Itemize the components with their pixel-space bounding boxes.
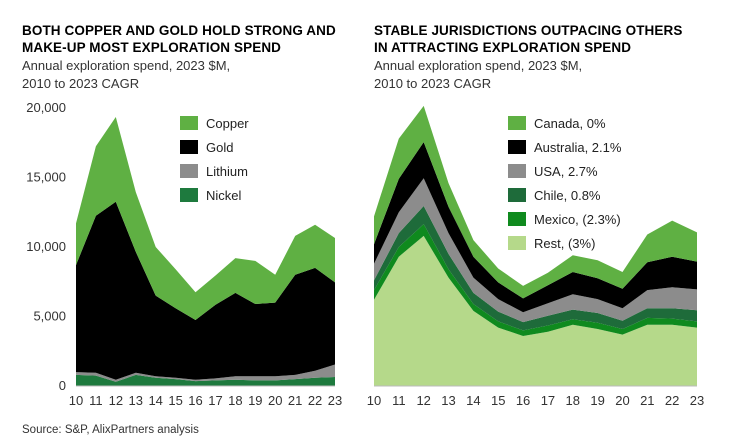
left-x-tick-label: 22 [308, 393, 322, 408]
left-legend-swatch-gold [180, 140, 198, 154]
right-stacked-area-chart: 10 11 12 13 14 15 16 17 18 19 20 21 22 23 Canada, 0% Au… [367, 105, 704, 408]
left-area-gold [76, 201, 335, 380]
left-legend-label-nickel: Nickel [206, 188, 242, 203]
left-y-tick-label: 15,000 [26, 170, 66, 185]
left-y-tick-label: 10,000 [26, 239, 66, 254]
right-x-tick-label: 23 [690, 393, 704, 408]
right-x-tick-label: 21 [640, 393, 654, 408]
left-x-tick-label: 23 [328, 393, 342, 408]
right-legend-label-usa-2-7: USA, 2.7% [534, 164, 598, 179]
right-legend-label-australia-2-1: Australia, 2.1% [534, 140, 622, 155]
right-subtitle-line-2: 2010 to 2023 CAGR [374, 76, 492, 91]
right-x-tick-label: 18 [566, 393, 580, 408]
right-legend-label-rest-3: Rest, (3%) [534, 236, 595, 251]
right-x-tick-label: 10 [367, 393, 381, 408]
left-title-line-2: MAKE-UP MOST EXPLORATION SPEND [22, 40, 282, 55]
right-x-tick-label: 16 [516, 393, 530, 408]
left-chart-title: BOTH COPPER AND GOLD HOLD STRONG AND MAK… [22, 22, 336, 56]
left-legend-label-copper: Copper [206, 116, 249, 131]
left-area-nickel [76, 374, 335, 386]
left-stacked-area-chart: 0 5,000 10,000 15,000 20,000 10 11 12 13 14 15 16 17… [26, 100, 342, 408]
right-x-tick-label: 13 [441, 393, 455, 408]
right-title-line-1: STABLE JURISDICTIONS OUTPACING OTHERS [374, 23, 683, 38]
right-x-tick-label: 20 [615, 393, 629, 408]
left-legend-label-gold: Gold [206, 140, 233, 155]
left-chart-subtitle: Annual exploration spend, 2023 $M, 2010 … [22, 57, 230, 93]
left-y-tick-label: 0 [59, 378, 66, 393]
left-x-tick-label: 16 [188, 393, 202, 408]
left-x-tick-label: 10 [69, 393, 83, 408]
left-x-tick-label: 17 [208, 393, 222, 408]
right-legend-label-canada-0: Canada, 0% [534, 116, 606, 131]
left-area-copper [76, 117, 335, 320]
right-x-tick-label: 22 [665, 393, 679, 408]
right-x-tick-label: 17 [541, 393, 555, 408]
right-legend-swatch-australia-2-1 [508, 140, 526, 154]
left-subtitle-line-2: 2010 to 2023 CAGR [22, 76, 140, 91]
right-legend-label-chile-0-8: Chile, 0.8% [534, 188, 601, 203]
right-area-chile-0-8 [374, 206, 697, 331]
right-subtitle-line-1: Annual exploration spend, 2023 $M, [374, 58, 583, 73]
left-x-tick-label: 11 [89, 393, 103, 408]
left-x-tick-label: 20 [268, 393, 282, 408]
left-x-tick-label: 19 [248, 393, 262, 408]
left-title-line-1: BOTH COPPER AND GOLD HOLD STRONG AND [22, 23, 336, 38]
right-legend-swatch-rest-3 [508, 236, 526, 250]
left-legend-swatch-lithium [180, 164, 198, 178]
left-x-tick-label: 21 [288, 393, 302, 408]
left-area-lithium [76, 364, 335, 382]
right-legend-swatch-usa-2-7 [508, 164, 526, 178]
right-x-tick-label: 19 [590, 393, 604, 408]
right-x-tick-label: 11 [392, 393, 406, 408]
right-x-tick-label: 14 [466, 393, 480, 408]
left-legend-swatch-copper [180, 116, 198, 130]
left-legend-label-lithium: Lithium [206, 164, 248, 179]
right-chart-subtitle: Annual exploration spend, 2023 $M, 2010 … [374, 57, 582, 93]
right-area-usa-2-7 [374, 178, 697, 323]
right-legend-swatch-chile-0-8 [508, 188, 526, 202]
right-legend-swatch-canada-0 [508, 116, 526, 130]
left-y-tick-label: 5,000 [33, 309, 66, 324]
left-y-tick-label: 20,000 [26, 100, 66, 115]
right-title-line-2: IN ATTRACTING EXPLORATION SPEND [374, 40, 632, 55]
right-chart-title: STABLE JURISDICTIONS OUTPACING OTHERS IN… [374, 22, 682, 56]
left-x-tick-label: 15 [168, 393, 182, 408]
left-x-tick-label: 14 [148, 393, 162, 408]
left-subtitle-line-1: Annual exploration spend, 2023 $M, [22, 58, 231, 73]
left-x-tick-label: 12 [109, 393, 123, 408]
right-legend-label-mexico-2-3: Mexico, (2.3%) [534, 212, 621, 227]
right-x-tick-label: 15 [491, 393, 505, 408]
right-area-rest-3 [374, 235, 697, 386]
source-note: Source: S&P, AlixPartners analysis [22, 424, 199, 436]
left-x-tick-label: 13 [129, 393, 143, 408]
right-x-tick-label: 12 [416, 393, 430, 408]
right-legend-swatch-mexico-2-3 [508, 212, 526, 226]
left-legend-swatch-nickel [180, 188, 198, 202]
left-x-tick-label: 18 [228, 393, 242, 408]
